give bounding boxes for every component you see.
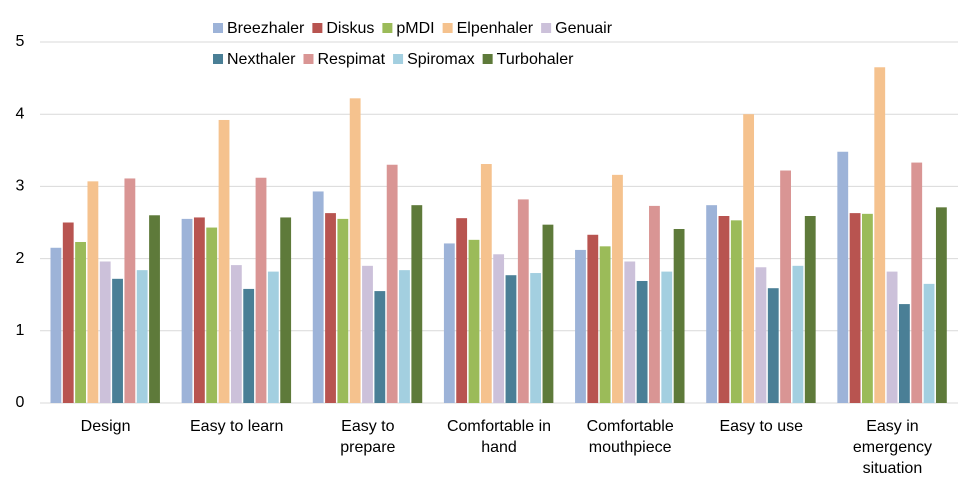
y-tick-label: 0: [16, 394, 25, 411]
legend-label: Breezhaler: [227, 20, 305, 37]
bar: [374, 291, 386, 403]
legend-label: Nexthaler: [227, 51, 296, 68]
bar: [767, 288, 779, 403]
bar: [743, 114, 755, 403]
bar: [62, 222, 74, 403]
x-tick-label: Comfortable in hand: [446, 418, 552, 456]
x-tick-label: Easy to prepare: [340, 418, 396, 456]
bar: [542, 224, 554, 403]
bar: [718, 216, 730, 403]
legend-label: Elpenhaler: [457, 20, 534, 37]
bar: [493, 254, 505, 403]
bar: [267, 271, 279, 403]
bar: [599, 246, 611, 403]
bar: [149, 215, 160, 403]
bar: [136, 270, 148, 403]
bar: [399, 270, 410, 403]
legend-swatch: [382, 23, 393, 33]
bar: [468, 239, 480, 403]
bar: [255, 177, 267, 403]
bar: [443, 243, 455, 403]
bar: [112, 278, 123, 403]
legend-swatch: [213, 54, 223, 64]
bar: [505, 275, 517, 403]
bar: [911, 162, 923, 403]
bar: [755, 267, 767, 403]
legend-swatch: [303, 54, 314, 64]
y-tick-label: 3: [16, 178, 25, 195]
bar: [362, 265, 373, 403]
bar: [661, 271, 673, 403]
bar: [624, 261, 636, 403]
bar: [50, 247, 62, 403]
x-tick-label: Easy in emergency situation: [852, 418, 932, 477]
bar: [243, 288, 255, 403]
bar: [849, 213, 861, 403]
bar: [218, 119, 230, 403]
bar: [99, 261, 111, 403]
y-tick-label: 4: [16, 105, 25, 122]
bar: [124, 178, 136, 403]
x-tick-label: Easy to learn: [190, 418, 284, 435]
bar: [349, 98, 361, 403]
y-tick-label: 1: [16, 322, 25, 339]
bar: [706, 205, 718, 403]
legend-label: Spiromax: [407, 51, 475, 68]
bar: [75, 241, 86, 403]
bar: [480, 164, 492, 403]
bar: [804, 216, 816, 403]
legend-label: pMDI: [396, 20, 434, 37]
bar: [636, 280, 648, 403]
bar: [280, 217, 292, 403]
legend-swatch: [541, 23, 552, 33]
legend-label: Respimat: [317, 51, 385, 68]
bar: [87, 181, 99, 403]
bar: [780, 170, 791, 403]
legend-swatch: [482, 54, 493, 64]
x-tick-label: Comfortable mouthpiece: [586, 418, 674, 456]
bar: [411, 205, 423, 403]
legend-swatch: [442, 23, 453, 33]
bar: [230, 265, 242, 403]
bar: [530, 273, 542, 403]
bar: [935, 207, 947, 403]
bar: [517, 199, 529, 403]
bar: [862, 213, 873, 403]
bar: [575, 249, 586, 403]
bar: [206, 227, 218, 403]
bar: [325, 213, 336, 403]
bar: [456, 218, 468, 403]
bar: [337, 218, 349, 403]
bar: [837, 151, 849, 403]
bar: [312, 191, 324, 403]
bar: [193, 217, 205, 403]
bar: [874, 67, 886, 404]
legend-label: Genuair: [555, 20, 613, 37]
bar: [386, 164, 398, 403]
bar: [792, 265, 804, 403]
bar: [730, 220, 742, 403]
bar: [587, 234, 599, 403]
bar: [612, 174, 623, 403]
bar: [181, 218, 193, 403]
legend-label: Turbohaler: [497, 51, 574, 68]
bar: [923, 283, 935, 403]
legend-swatch: [213, 23, 223, 33]
legend-swatch: [393, 54, 404, 64]
bar: [898, 304, 910, 403]
y-tick-label: 5: [16, 33, 25, 50]
bar: [649, 205, 660, 403]
legend-swatch: [312, 23, 323, 33]
bar: [886, 271, 898, 403]
bar: [673, 228, 685, 403]
y-tick-label: 2: [16, 250, 25, 267]
x-tick-label: Design: [80, 418, 131, 435]
x-tick-label: Easy to use: [719, 418, 804, 435]
legend-label: Diskus: [326, 20, 374, 37]
